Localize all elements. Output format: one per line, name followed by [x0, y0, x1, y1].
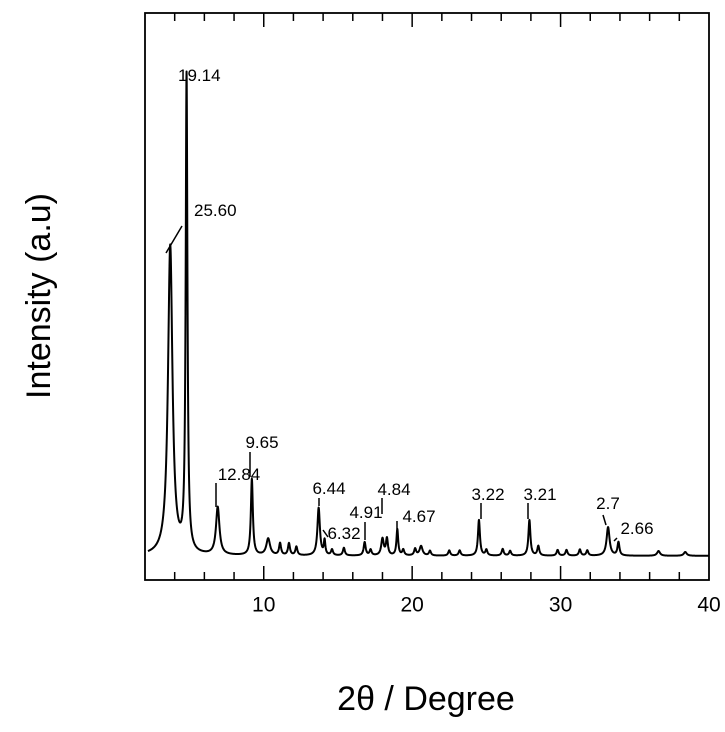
peak-label: 19.14	[178, 66, 221, 85]
peak-label: 9.65	[245, 433, 278, 452]
series-line	[147, 70, 710, 557]
peak-label: 2.7	[596, 494, 620, 513]
x-axis-tick-labels: 10 20 30 40	[252, 593, 721, 616]
peak-leader-line	[322, 529, 329, 538]
peak-label: 6.44	[312, 479, 345, 498]
peak-label: 12.84	[218, 465, 261, 484]
peak-label: 2.66	[620, 519, 653, 538]
peak-label: 4.91	[349, 503, 382, 522]
y-axis-title: Intensity (a.u)	[20, 193, 58, 399]
peak-label: 25.60	[194, 201, 237, 220]
x-axis-ticks	[173, 13, 681, 580]
peak-leader-line	[602, 514, 607, 526]
peak-label: 3.21	[523, 485, 556, 504]
peak-leader-line	[165, 225, 183, 254]
peak-label: 4.67	[402, 507, 435, 526]
peak-leader-line	[613, 537, 618, 542]
x-tick-label: 10	[252, 593, 275, 616]
x-tick-label: 40	[697, 593, 720, 616]
peak-label: 6.32	[327, 524, 360, 543]
plot-frame	[144, 12, 710, 581]
x-tick-label: 20	[400, 593, 423, 616]
peak-label: 4.84	[377, 480, 410, 499]
peak-annotations: 19.14 25.60 12.84 9.65 6.44 6.32 4.91 4.84 4.67 3…	[165, 66, 654, 543]
peak-label: 3.22	[471, 485, 504, 504]
x-axis-title: 2θ / Degree	[337, 680, 515, 718]
x-tick-label: 30	[549, 593, 572, 616]
